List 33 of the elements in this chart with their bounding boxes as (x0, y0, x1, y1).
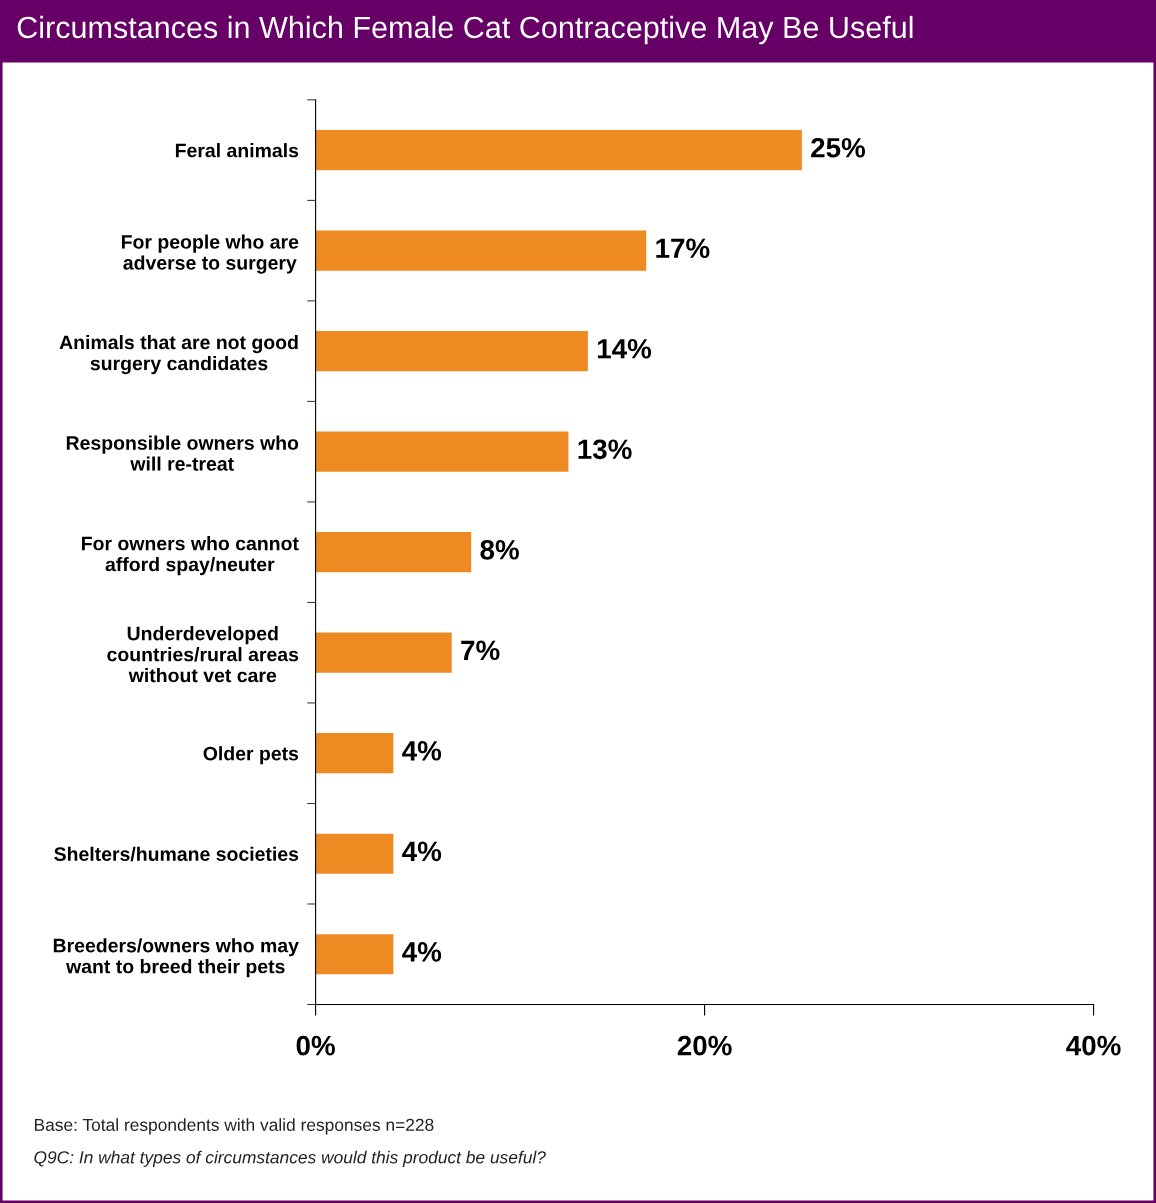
bar (315, 934, 394, 975)
x-tick-label: 20% (677, 1035, 732, 1056)
bar (315, 532, 472, 573)
data-label: 25% (811, 137, 866, 158)
data-label: 4% (402, 841, 442, 862)
chart-title: Circumstances in Which Female Cat Contraceptive May Be Useful (17, 15, 913, 45)
data-label: 14% (597, 339, 652, 359)
y-tick-label: For owners who cannot afford spay/neuter (82, 536, 299, 576)
x-tick-label: 40% (1066, 1035, 1121, 1056)
bar (315, 230, 647, 271)
y-tick-label: Underdeveloped countries/rural areas without vet care (107, 626, 299, 683)
y-tick-label: For people who are adverse to surgery (121, 234, 299, 274)
y-tick-label: Responsible owners who will re-treat (66, 435, 299, 471)
bar (315, 331, 588, 372)
bar (315, 833, 394, 874)
y-tick-label: Shelters/humane societies (54, 846, 299, 862)
data-label: 13% (578, 439, 632, 460)
data-label: 4% (402, 942, 442, 962)
y-tick-label: Older pets (203, 746, 299, 765)
bar (315, 632, 452, 673)
y-tick-label: Animals that are not good surgery candidates (59, 334, 298, 375)
x-tick-label: 0% (296, 1035, 335, 1056)
data-label: 8% (480, 539, 519, 560)
bar (315, 733, 394, 774)
data-label: 17% (656, 238, 710, 259)
y-tick-label: Feral animals (175, 143, 299, 158)
bar (315, 431, 569, 472)
data-label: 7% (461, 640, 500, 661)
text: Base: Total respondents with valid responses n=228 (34, 1118, 434, 1135)
y-tick-label: Breeders/owners who may want to breed their pets (53, 938, 299, 978)
data-label: 4% (402, 741, 442, 761)
text: Q9C: In what types of circumstances would this product be useful? (34, 1150, 546, 1167)
bar (315, 130, 802, 171)
